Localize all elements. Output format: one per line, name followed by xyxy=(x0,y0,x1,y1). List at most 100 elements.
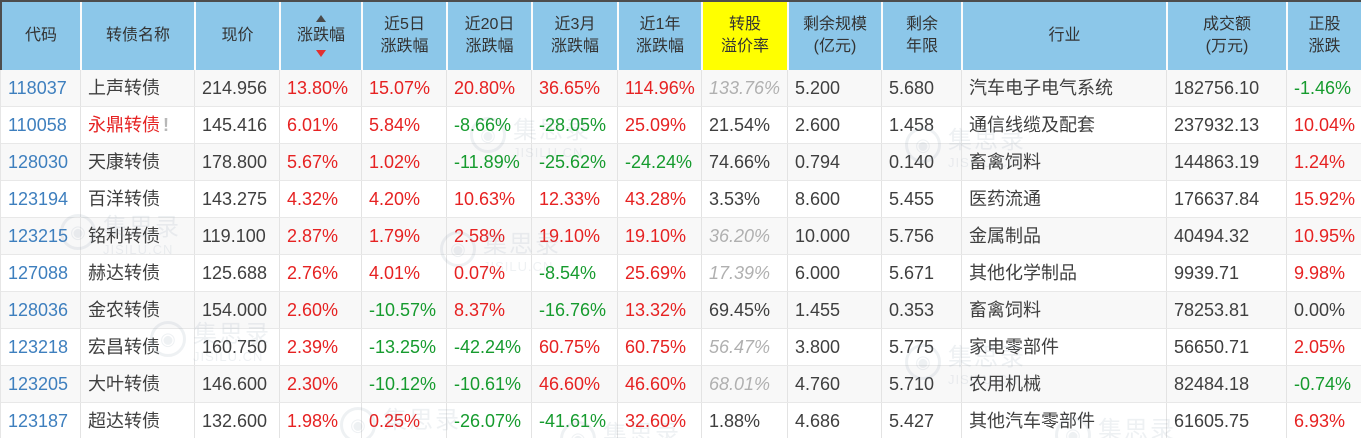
column-header-code[interactable]: 代码 xyxy=(2,2,82,70)
bond-code-link[interactable]: 123215 xyxy=(8,226,69,246)
price-cell: 154.000 xyxy=(195,292,280,328)
name-cell: 天康转债 xyxy=(81,144,195,180)
d5-cell: 0.25% xyxy=(362,403,447,438)
bond-name-link[interactable]: 上声转债 xyxy=(88,78,160,98)
size-cell: 4.686 xyxy=(788,403,882,438)
bond-name-link[interactable]: 永鼎转债 xyxy=(88,115,160,135)
bond-name-link[interactable]: 天康转债 xyxy=(88,152,160,172)
d20-cell: 10.63% xyxy=(447,181,532,217)
column-header-turnover[interactable]: 成交额 (万元) xyxy=(1168,2,1288,70)
column-header-industry[interactable]: 行业 xyxy=(963,2,1168,70)
column-header-m3[interactable]: 近3月 涨跌幅 xyxy=(533,2,619,70)
industry-cell: 医药流通 xyxy=(962,181,1167,217)
years-cell: 1.458 xyxy=(882,107,962,143)
price-cell: 146.600 xyxy=(195,366,280,402)
d5-cell: -13.25% xyxy=(362,329,447,365)
column-header-size[interactable]: 剩余规模 (亿元) xyxy=(789,2,883,70)
bond-name-link[interactable]: 超达转债 xyxy=(88,411,160,431)
bond-name-link[interactable]: 赫达转债 xyxy=(88,263,160,283)
d5-cell: 5.84% xyxy=(362,107,447,143)
y1-cell: 46.60% xyxy=(618,366,702,402)
industry-cell: 家电零部件 xyxy=(962,329,1167,365)
column-header-label: 现价 xyxy=(221,27,254,44)
column-header-label: 行业 xyxy=(1048,27,1081,44)
m3-cell: 12.33% xyxy=(532,181,618,217)
table-row: 123194 百洋转债 143.275 4.32% 4.20% 10.63% 12.33% 4… xyxy=(1,181,1361,218)
column-header-label: 剩余规模 xyxy=(802,16,867,33)
bond-code-link[interactable]: 123194 xyxy=(8,189,69,209)
change-cell: 2.39% xyxy=(280,329,362,365)
size-cell: 1.455 xyxy=(788,292,882,328)
bond-code-link[interactable]: 123218 xyxy=(8,337,69,357)
name-cell: 永鼎转债! xyxy=(81,107,195,143)
industry-cell: 畜禽饲料 xyxy=(962,292,1167,328)
m3-cell: -41.61% xyxy=(532,403,618,438)
code-cell: 123218 xyxy=(1,329,81,365)
column-header-label: 成交额 xyxy=(1202,16,1251,33)
name-cell: 超达转债 xyxy=(81,403,195,438)
table-row: 123218 宏昌转债 160.750 2.39% -13.25% -42.24% 60.7… xyxy=(1,329,1361,366)
y1-cell: -24.24% xyxy=(618,144,702,180)
bond-name-link[interactable]: 百洋转债 xyxy=(88,189,160,209)
column-header-prem[interactable]: 转股 溢价率 xyxy=(703,2,789,70)
column-header-stock[interactable]: 正股 涨跌 xyxy=(1288,2,1361,70)
industry-cell: 通信线缆及配套 xyxy=(962,107,1167,143)
column-header-change[interactable]: 涨跌幅 xyxy=(281,2,363,70)
column-header-price[interactable]: 现价 xyxy=(196,2,281,70)
prem-cell: 56.47% xyxy=(702,329,788,365)
stock-cell: 6.93% xyxy=(1294,411,1346,431)
bond-name-link[interactable]: 大叶转债 xyxy=(88,374,160,394)
column-header-name[interactable]: 转债名称 xyxy=(82,2,196,70)
prem-cell: 69.45% xyxy=(702,292,788,328)
size-cell: 3.800 xyxy=(788,329,882,365)
stock-cell: 0.00% xyxy=(1294,300,1346,320)
bond-name-link[interactable]: 铭利转债 xyxy=(88,226,160,246)
bond-code-link[interactable]: 110058 xyxy=(8,115,67,135)
industry-cell: 金属制品 xyxy=(962,218,1167,254)
d20-cell: 2.58% xyxy=(447,218,532,254)
years-cell: 0.353 xyxy=(882,292,962,328)
d20-cell: -10.61% xyxy=(447,366,532,402)
turnover-cell: 78253.81 xyxy=(1167,292,1287,328)
d20-cell: -26.07% xyxy=(447,403,532,438)
column-header-label: 转债名称 xyxy=(105,27,170,44)
column-header-y1[interactable]: 近1年 涨跌幅 xyxy=(619,2,703,70)
change-cell: 5.67% xyxy=(280,144,362,180)
bond-code-link[interactable]: 128036 xyxy=(8,300,69,320)
size-cell: 0.794 xyxy=(788,144,882,180)
m3-cell: -25.62% xyxy=(532,144,618,180)
column-header-label: 涨跌幅 xyxy=(550,38,599,55)
years-cell: 5.671 xyxy=(882,255,962,291)
column-header-label: 溢价率 xyxy=(720,38,769,55)
column-header-d20[interactable]: 近20日 涨跌幅 xyxy=(448,2,533,70)
change-cell: 13.80% xyxy=(280,70,362,106)
years-cell: 5.680 xyxy=(882,70,962,106)
bond-code-link[interactable]: 118037 xyxy=(8,78,67,98)
turnover-cell: 9939.71 xyxy=(1167,255,1287,291)
bond-name-link[interactable]: 金农转债 xyxy=(88,300,160,320)
turnover-cell: 176637.84 xyxy=(1167,181,1287,217)
m3-cell: 36.65% xyxy=(532,70,618,106)
price-cell: 143.275 xyxy=(195,181,280,217)
bond-code-link[interactable]: 127088 xyxy=(8,263,69,283)
column-header-label: 正股 xyxy=(1308,16,1341,33)
column-header-label: 近1年 xyxy=(639,16,681,33)
column-header-d5[interactable]: 近5日 涨跌幅 xyxy=(363,2,448,70)
bond-name-link[interactable]: 宏昌转债 xyxy=(88,337,160,357)
bond-code-link[interactable]: 123187 xyxy=(8,411,69,431)
bond-code-link[interactable]: 128030 xyxy=(8,152,69,172)
name-cell: 铭利转债 xyxy=(81,218,195,254)
column-header-label: 涨跌幅 xyxy=(380,38,429,55)
y1-cell: 13.32% xyxy=(618,292,702,328)
column-header-label: 代码 xyxy=(24,27,57,44)
prem-cell: 3.53% xyxy=(702,181,788,217)
bond-code-link[interactable]: 123205 xyxy=(8,374,69,394)
column-header-label: (万元) xyxy=(1205,38,1249,55)
column-header-years[interactable]: 剩余 年限 xyxy=(883,2,963,70)
change-cell: 1.98% xyxy=(280,403,362,438)
stock-cell: 9.98% xyxy=(1294,263,1346,283)
code-cell: 110058 xyxy=(1,107,81,143)
change-cell: 2.30% xyxy=(280,366,362,402)
change-cell: 2.60% xyxy=(280,292,362,328)
